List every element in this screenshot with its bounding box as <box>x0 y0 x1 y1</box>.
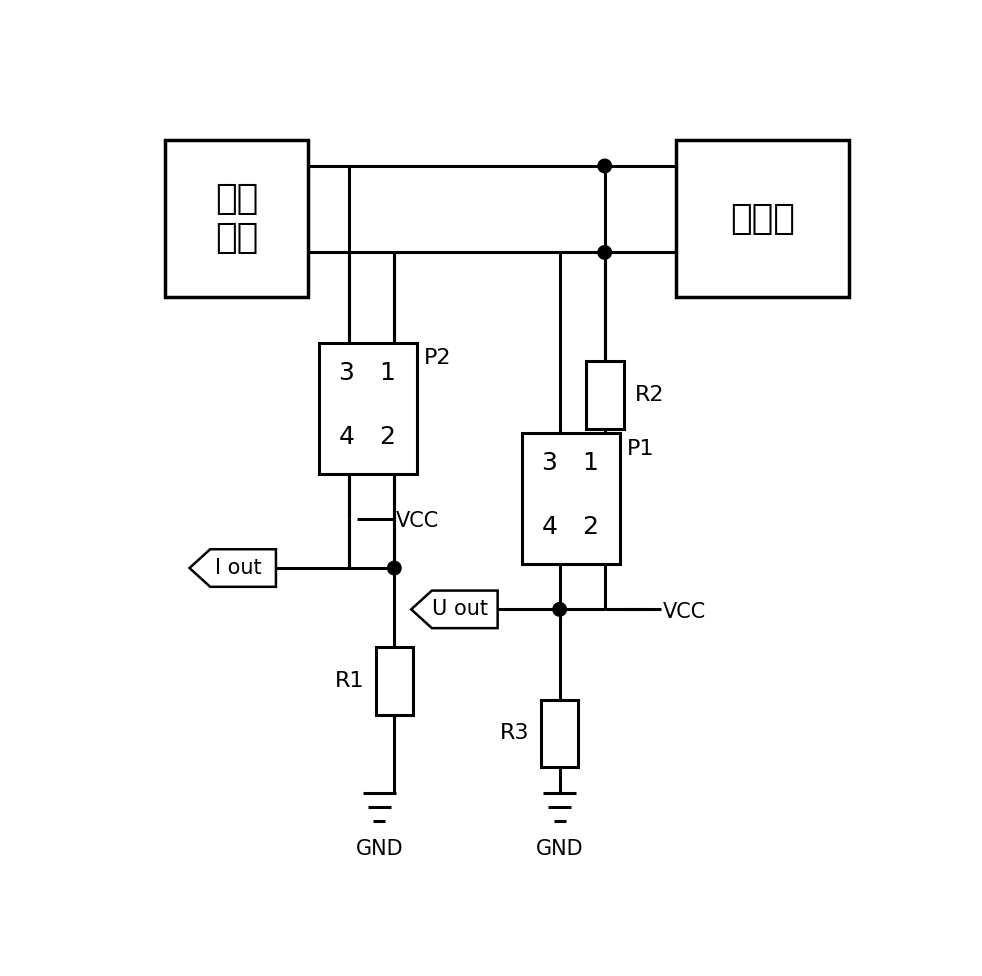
Text: 1: 1 <box>380 361 396 385</box>
Text: I out: I out <box>215 558 261 578</box>
Bar <box>522 432 620 564</box>
Text: 匹配
网络: 匹配 网络 <box>215 182 258 256</box>
Text: GND: GND <box>536 838 583 859</box>
Circle shape <box>553 602 567 616</box>
Bar <box>375 647 413 714</box>
Text: 换能器: 换能器 <box>730 202 795 235</box>
Text: GND: GND <box>355 838 403 859</box>
Text: P1: P1 <box>627 438 655 459</box>
Polygon shape <box>190 549 276 587</box>
Text: P2: P2 <box>424 348 452 368</box>
Text: 4: 4 <box>339 426 355 449</box>
Bar <box>319 343 416 474</box>
Bar <box>541 700 578 767</box>
Circle shape <box>388 561 401 575</box>
Circle shape <box>598 159 612 173</box>
Text: 4: 4 <box>541 515 558 540</box>
Text: R3: R3 <box>500 723 529 744</box>
Text: R1: R1 <box>335 671 364 691</box>
Bar <box>586 361 624 429</box>
Bar <box>677 140 849 298</box>
Text: 1: 1 <box>582 451 598 475</box>
Text: 2: 2 <box>582 515 598 540</box>
Text: 2: 2 <box>379 426 396 449</box>
Bar <box>165 140 308 298</box>
Polygon shape <box>411 590 498 629</box>
Text: 3: 3 <box>541 451 558 475</box>
Circle shape <box>598 246 612 260</box>
Text: R2: R2 <box>634 386 664 405</box>
Text: VCC: VCC <box>663 601 706 622</box>
Text: VCC: VCC <box>396 511 439 532</box>
Text: U out: U out <box>432 599 488 620</box>
Text: 3: 3 <box>339 361 355 385</box>
